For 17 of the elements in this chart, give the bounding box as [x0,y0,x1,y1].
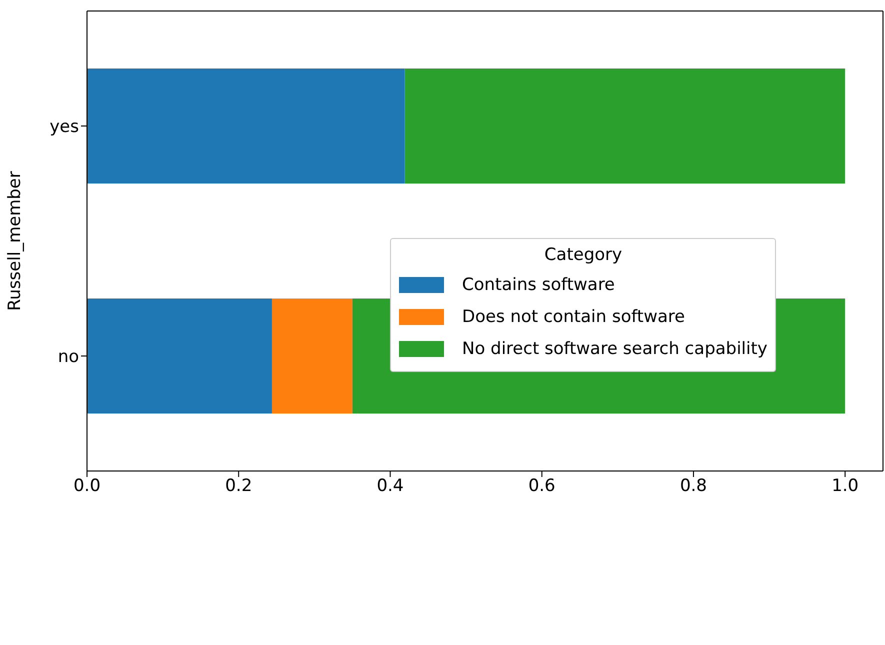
y-tick-label: yes [50,117,80,138]
x-tick-label: 1.0 [832,476,859,496]
x-tick-label: 0.6 [528,476,556,496]
bar [404,68,846,184]
legend-label: Contains software [462,275,615,295]
x-tick-label: 0.8 [680,476,707,496]
legend-label: No direct software search capability [462,339,768,359]
bar [272,298,352,414]
legend-label: Does not contain software [462,307,685,327]
y-tick-label: no [58,347,79,368]
x-tick-label: 0.0 [73,476,101,496]
x-tick-label: 0.2 [225,476,252,496]
x-tick-label: 0.4 [376,476,404,496]
bar [87,298,272,414]
bar [87,68,405,184]
legend-title: Category [543,245,624,265]
y-axis-title: Russell_member [5,171,26,311]
